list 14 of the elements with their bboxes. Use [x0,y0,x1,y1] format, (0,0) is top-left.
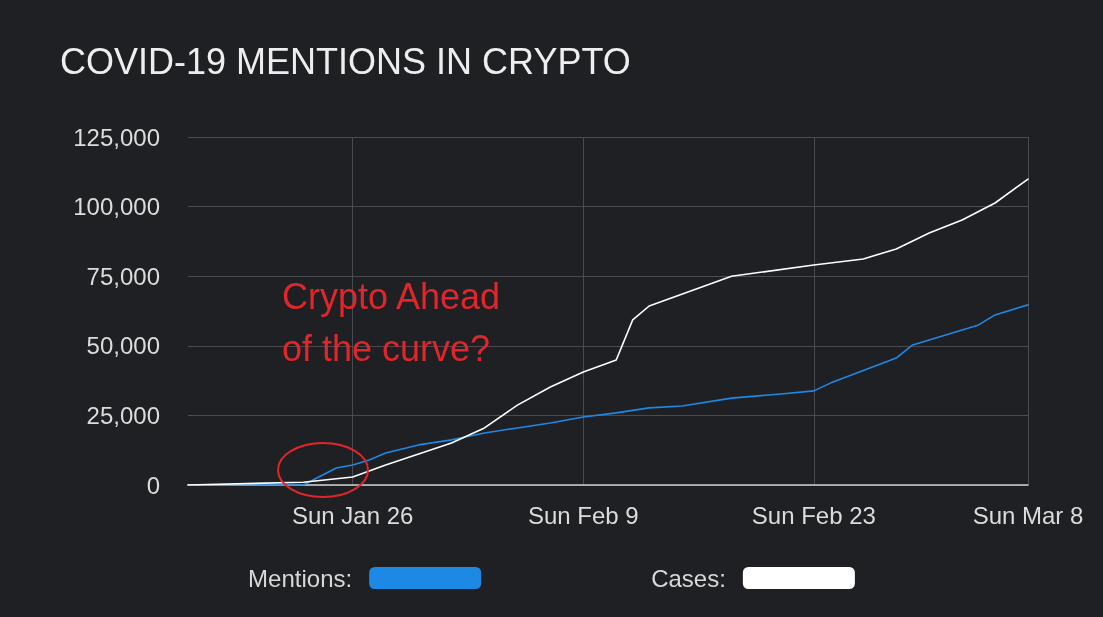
x-tick-label: Sun Mar 8 [972,501,1084,529]
x-tick-label: Sun Feb 23 [751,501,876,529]
legend-label: Cases: [651,564,726,592]
y-tick-label: 75,000 [86,262,160,290]
x-tick-label: Sun Feb 9 [527,501,639,529]
x-tick-label: Sun Jan 26 [291,501,414,529]
y-tick-label: 0 [146,471,160,499]
y-tick-label: 50,000 [86,332,160,360]
legend-label: Mentions: [248,564,353,592]
chart-title: COVID-19 MENTIONS IN CRYPTO [60,40,631,82]
annotation: Crypto Ahead of the curve? [282,275,511,369]
y-tick-label: 125,000 [73,123,160,151]
y-tick-label: 25,000 [86,401,160,429]
y-tick-label: 100,000 [73,193,160,221]
